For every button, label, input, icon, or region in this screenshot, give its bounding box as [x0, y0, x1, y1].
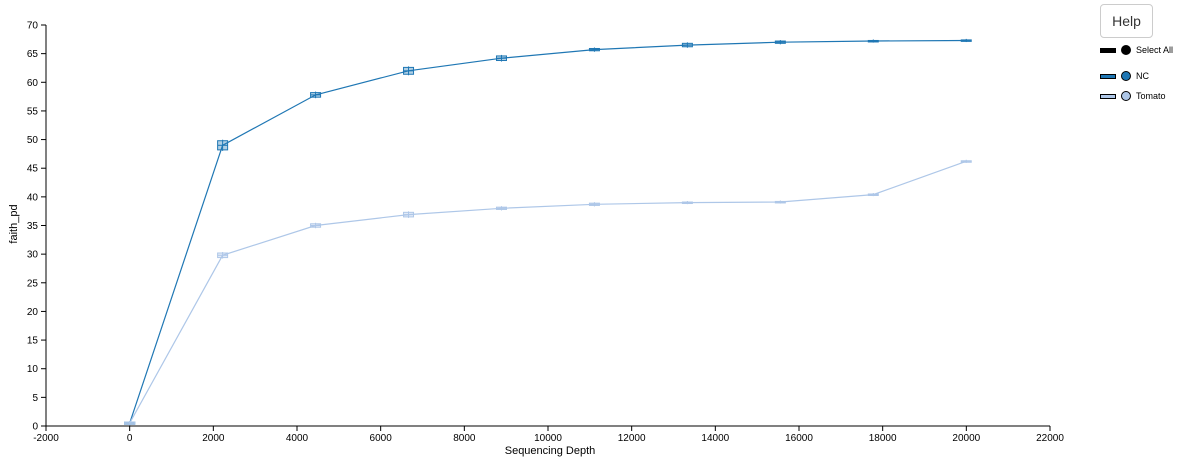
x-tick-label: 14000 — [701, 433, 729, 444]
legend-item-label: NC — [1136, 71, 1149, 81]
legend-item-nc[interactable]: NC — [1100, 68, 1190, 84]
y-tick-label: 0 — [32, 422, 38, 433]
y-tick-label: 20 — [27, 307, 39, 318]
y-tick-label: 15 — [27, 336, 39, 347]
y-tick-label: 40 — [27, 192, 39, 203]
x-tick-label: 2000 — [202, 433, 225, 444]
legend-item-tomato[interactable]: Tomato — [1100, 88, 1190, 104]
x-axis: -2000 0 2000 4000 6000 8000 10000 12000 14000 160… — [33, 425, 1064, 444]
x-tick-label: -2000 — [33, 433, 59, 444]
series-layer — [124, 38, 972, 426]
legend-select-all[interactable]: Select All — [1100, 42, 1190, 58]
y-tick-label: 5 — [32, 393, 38, 404]
y-axis-title: faith_pd — [8, 204, 20, 243]
tomato-series-line — [129, 160, 967, 424]
tomato-line-swatch[interactable] — [1100, 93, 1116, 99]
nc-series-line — [129, 39, 967, 424]
y-tick-label: 60 — [27, 78, 39, 89]
y-tick-label: 45 — [27, 164, 39, 175]
x-tick-label: 20000 — [952, 433, 980, 444]
x-tick-label: 22000 — [1036, 433, 1064, 444]
legend-select-all-label: Select All — [1136, 45, 1174, 55]
y-tick-label: 55 — [27, 106, 39, 117]
y-tick-label: 30 — [27, 250, 39, 261]
nc-dot-swatch[interactable] — [1121, 71, 1131, 81]
x-tick-label: 8000 — [453, 433, 476, 444]
x-tick-label: 0 — [127, 433, 133, 444]
tomato-dot-swatch[interactable] — [1121, 91, 1131, 101]
x-tick-label: 18000 — [869, 433, 897, 444]
x-tick-label: 12000 — [618, 433, 646, 444]
y-tick-label: 70 — [27, 21, 39, 32]
nc-line-swatch[interactable] — [1100, 73, 1116, 79]
y-tick-label: 35 — [27, 221, 39, 232]
x-tick-label: 10000 — [534, 433, 562, 444]
help-button[interactable]: Help — [1100, 4, 1153, 38]
y-tick-label: 25 — [27, 278, 39, 289]
x-tick-label: 16000 — [785, 433, 813, 444]
y-tick-label: 65 — [27, 49, 39, 60]
select-all-line-swatch[interactable] — [1100, 47, 1116, 53]
y-axis: 0 5 10 15 20 25 30 35 40 45 50 55 60 65 70 — [27, 21, 47, 433]
y-tick-label: 50 — [27, 135, 39, 146]
x-axis-title: Sequencing Depth — [505, 445, 596, 457]
legend-item-label: Tomato — [1136, 91, 1166, 101]
x-tick-label: 6000 — [370, 433, 393, 444]
y-tick-label: 10 — [27, 364, 39, 375]
x-tick-label: 4000 — [286, 433, 309, 444]
select-all-dot-swatch[interactable] — [1121, 45, 1131, 55]
legend: Select All NC Tomato — [1100, 42, 1190, 104]
